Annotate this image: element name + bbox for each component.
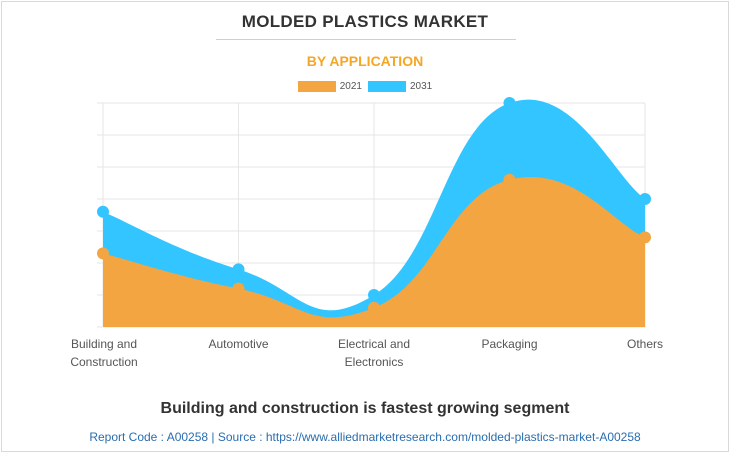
chart-title: MOLDED PLASTICS MARKET [241, 12, 489, 31]
x-tick-label-line: Construction [70, 355, 137, 369]
title-divider [216, 39, 516, 40]
source-line[interactable]: Report Code : A00258 | Source : https://… [89, 430, 641, 444]
chart-subtitle: BY APPLICATION [306, 53, 424, 69]
point-2031-1 [232, 263, 245, 276]
x-tick-label: Building and Construction [70, 337, 137, 369]
point-2021-4 [639, 231, 651, 244]
legend-item-2021[interactable]: 2021 [297, 81, 362, 92]
legend: 2021 2031 [2, 81, 728, 92]
x-tick-label-line: Building and [71, 337, 137, 351]
x-tick-label: Automotive [208, 337, 268, 351]
legend-swatch-2021 [297, 81, 336, 92]
x-tick-label-line: Automotive [208, 337, 268, 351]
chart-caption: Building and construction is fastest gro… [160, 400, 570, 417]
x-axis-labels: Building and Construction Automotive Electr… [70, 337, 663, 369]
point-2031-4 [639, 193, 651, 205]
x-tick-label: Electrical and Electronics [338, 337, 410, 369]
point-2021-1 [232, 282, 245, 295]
x-tick-label-line: Electronics [345, 355, 404, 369]
point-2031-0 [97, 205, 109, 218]
data-points [97, 97, 651, 314]
x-tick-label: Others [627, 337, 663, 351]
point-2031-3 [503, 97, 516, 109]
point-2021-2 [368, 301, 380, 314]
x-tick-label-line: Packaging [481, 337, 537, 351]
point-2031-2 [368, 289, 380, 301]
legend-label-2031: 2031 [410, 81, 433, 92]
legend-item-2031[interactable]: 2031 [368, 81, 432, 92]
point-2021-3 [503, 173, 516, 186]
point-2021-0 [97, 247, 109, 260]
x-tick-label-line: Electrical and [338, 337, 410, 351]
x-tick-label: Packaging [481, 337, 537, 351]
legend-label-2021: 2021 [339, 81, 362, 92]
x-tick-label-line: Others [627, 337, 663, 351]
legend-swatch-2031 [368, 81, 406, 92]
